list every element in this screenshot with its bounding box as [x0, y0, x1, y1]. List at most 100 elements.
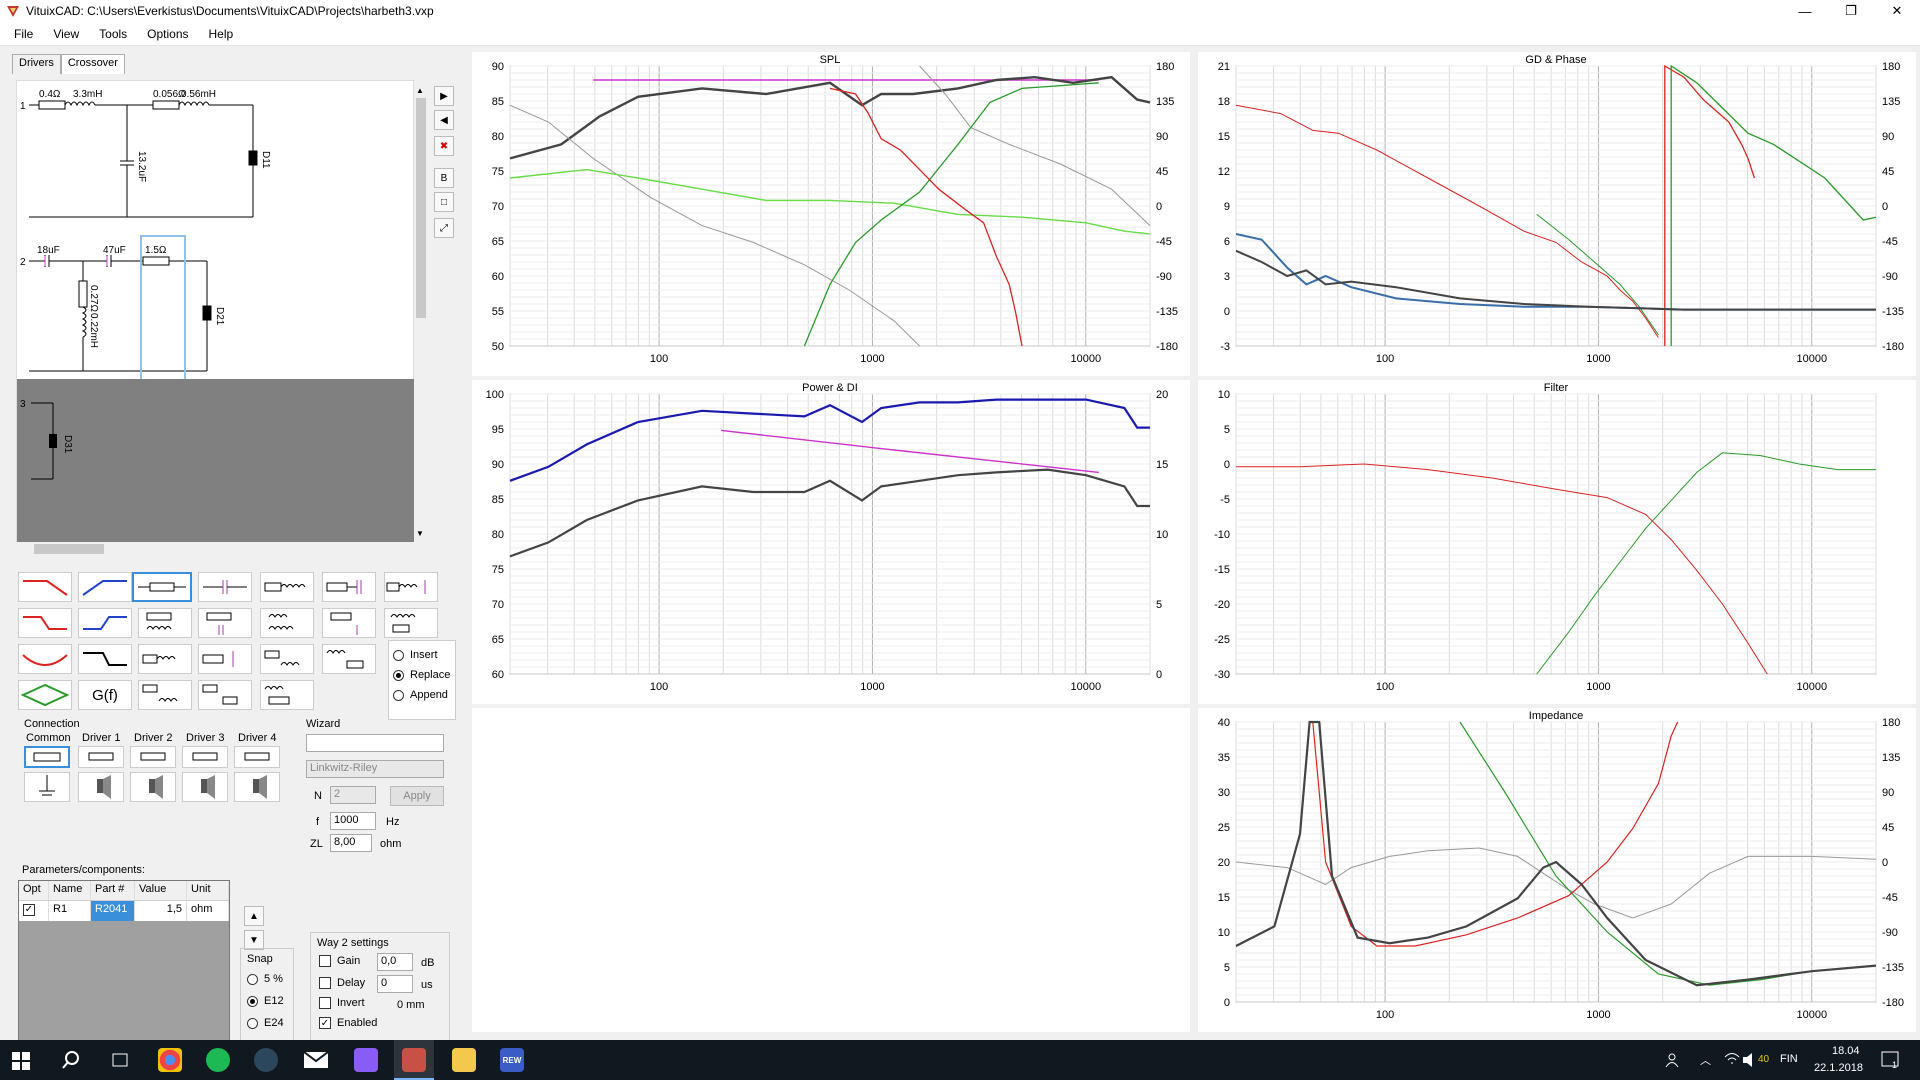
lowpass-step-icon[interactable] — [18, 608, 72, 638]
scroll-up-icon[interactable]: ▲ — [416, 86, 424, 95]
schematic-hscroll[interactable] — [16, 542, 414, 556]
snap-e24-radio[interactable]: E24 — [247, 1013, 284, 1033]
power-di-panel[interactable]: 60 65 70 75 80 85 90 95 100 0 5 10 15 20 100 1000 10000 P… — [472, 380, 1190, 704]
scroll-down-icon[interactable]: ▼ — [416, 529, 424, 538]
menu-help[interactable]: Help — [208, 26, 234, 41]
conn-tab-driver2[interactable]: Driver 2 — [134, 732, 173, 744]
file-explorer-icon[interactable] — [452, 1048, 476, 1072]
enabled-checkbox[interactable]: ✓ Enabled — [319, 1017, 378, 1029]
table-row[interactable]: ✓ R1 R2041 1,5 ohm — [19, 901, 229, 921]
rl-parallel-icon[interactable] — [138, 608, 192, 638]
gd-phase-panel[interactable]: -3 0 3 6 9 12 15 18 21 -180 -135 -90 -45 0 45 90 135 180 1… — [1198, 52, 1916, 376]
lowpass-filter-icon[interactable] — [18, 572, 72, 602]
rl-network-icon[interactable] — [138, 644, 192, 674]
snap-e12-radio[interactable]: E12 — [247, 991, 284, 1011]
filter-panel[interactable]: -30 -25 -20 -15 -10 -5 0 5 10 100 1000 10000 Filter — [1198, 380, 1916, 704]
network-b-icon[interactable] — [198, 680, 252, 710]
rc-series-icon[interactable] — [322, 572, 376, 602]
volume-icon[interactable] — [1742, 1052, 1758, 1068]
wizard-alignment-select[interactable]: Linkwitz-Riley — [306, 760, 444, 778]
row-up-icon[interactable]: ▲ — [244, 906, 264, 926]
schematic-vscroll[interactable]: ▲ ▼ — [414, 80, 428, 542]
language-indicator[interactable]: FIN — [1780, 1053, 1798, 1065]
delay-input[interactable]: 0 — [377, 975, 413, 993]
driver2-speaker-icon[interactable] — [130, 772, 176, 802]
schematic-canvas[interactable]: 1 0.4Ω 3.3mH 0.056Ω 0.56mH 13.2uF D11 2 … — [16, 80, 414, 543]
move-right-button[interactable]: ▶ — [434, 86, 454, 106]
rlc-complex-icon[interactable] — [322, 644, 376, 674]
snap-5pct-radio[interactable]: 5 % — [247, 969, 283, 989]
conn-common-box[interactable] — [24, 746, 70, 768]
clock-date[interactable]: 22.1.2018 — [1814, 1062, 1863, 1074]
rew-icon[interactable]: REW — [500, 1048, 524, 1072]
people-icon[interactable] — [1664, 1052, 1680, 1068]
wizard-n-select[interactable]: 2 — [330, 786, 376, 804]
rc-shunt-icon[interactable] — [322, 608, 376, 638]
network-icon[interactable] — [1724, 1052, 1740, 1066]
close-button[interactable]: ✕ — [1891, 3, 1903, 18]
network-c-icon[interactable] — [260, 680, 314, 710]
search-icon[interactable] — [62, 1051, 80, 1069]
allpass-filter-icon[interactable] — [18, 680, 72, 710]
resistor-series-icon[interactable] — [132, 572, 192, 602]
cell-unit[interactable]: ohm — [187, 901, 229, 921]
rc-parallel-icon[interactable] — [198, 608, 252, 638]
conn-tab-driver4[interactable]: Driver 4 — [238, 732, 277, 744]
driver3-speaker-icon[interactable] — [182, 772, 228, 802]
gain-checkbox[interactable]: Gain — [319, 955, 360, 967]
row-down-icon[interactable]: ▼ — [244, 930, 264, 950]
rlc-parallel-icon[interactable] — [384, 608, 438, 638]
fit-view-button[interactable]: ⤢ — [434, 218, 454, 238]
driver1-speaker-icon[interactable] — [78, 772, 124, 802]
bold-button[interactable]: B — [434, 168, 454, 188]
insert-radio[interactable]: Insert — [393, 645, 451, 665]
cell-value[interactable]: 1,5 — [135, 901, 187, 921]
ground-icon[interactable] — [24, 772, 70, 802]
delete-button[interactable]: ✖ — [434, 136, 454, 156]
wizard-apply-button[interactable]: Apply — [390, 786, 444, 806]
menu-file[interactable]: File — [14, 26, 34, 41]
menu-tools[interactable]: Tools — [99, 26, 128, 41]
tab-crossover[interactable]: Crossover — [60, 54, 125, 74]
chat-app-icon[interactable] — [354, 1048, 378, 1072]
invert-checkbox[interactable]: Invert — [319, 997, 365, 1009]
notification-icon[interactable] — [1880, 1050, 1900, 1070]
rc-network-icon[interactable] — [198, 644, 252, 674]
wizard-frequency-input[interactable]: 1000 — [330, 812, 376, 830]
append-radio[interactable]: Append — [393, 685, 451, 705]
restore-button[interactable]: ❐ — [1845, 3, 1857, 18]
spotify-icon[interactable] — [206, 1048, 230, 1072]
cell-name[interactable]: R1 — [49, 901, 91, 921]
move-left-button[interactable]: ◀ — [434, 110, 454, 130]
shelf-filter-icon[interactable] — [78, 644, 132, 674]
driver4-speaker-icon[interactable] — [234, 772, 280, 802]
impedance-panel[interactable]: 0 5 10 15 20 25 30 35 40 -180 -135 -90 -45 0 45 90 135 18… — [1198, 708, 1916, 1032]
rl-series-icon[interactable] — [260, 572, 314, 602]
transfer-function-icon[interactable]: G(f) — [78, 680, 132, 710]
wizard-zl-input[interactable]: 8,00 — [330, 834, 372, 852]
way3-schematic[interactable]: 3 D31 — [17, 379, 414, 543]
conn-tab-driver3[interactable]: Driver 3 — [186, 732, 225, 744]
highpass-step-icon[interactable] — [78, 608, 132, 638]
frame-button[interactable]: □ — [434, 192, 454, 212]
lc-parallel-icon[interactable] — [260, 608, 314, 638]
task-view-icon[interactable] — [110, 1052, 130, 1068]
conn-tab-driver1[interactable]: Driver 1 — [82, 732, 121, 744]
network-a-icon[interactable] — [138, 680, 192, 710]
conn-driver1-box[interactable] — [78, 746, 124, 768]
tray-chevron-icon[interactable]: ︿ — [1700, 1055, 1711, 1067]
clock-time[interactable]: 18.04 — [1832, 1045, 1860, 1057]
highpass-filter-icon[interactable] — [78, 572, 132, 602]
windows-start-icon[interactable] — [12, 1052, 30, 1070]
steam-icon[interactable] — [254, 1048, 278, 1072]
notch-filter-icon[interactable] — [18, 644, 72, 674]
gain-input[interactable]: 0,0 — [377, 953, 413, 971]
wizard-type-select[interactable] — [306, 734, 444, 752]
conn-driver2-box[interactable] — [130, 746, 176, 768]
mail-icon[interactable] — [304, 1052, 328, 1068]
delay-checkbox[interactable]: Delay — [319, 977, 365, 989]
minimize-button[interactable]: — — [1798, 3, 1812, 19]
menu-options[interactable]: Options — [147, 26, 189, 41]
menu-view[interactable]: View — [53, 26, 80, 41]
tab-drivers[interactable]: Drivers — [12, 54, 61, 74]
